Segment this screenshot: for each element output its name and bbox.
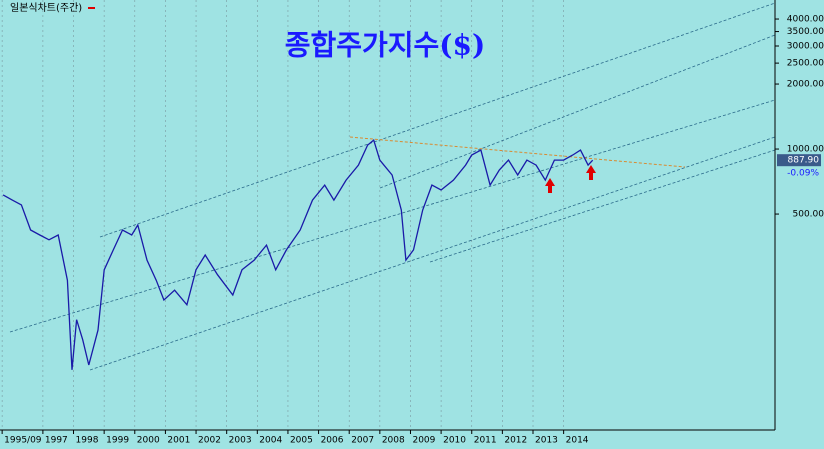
y-tick-label: 4000.00 xyxy=(787,15,824,25)
y-tick-label: 500.00 xyxy=(793,210,824,220)
grid xyxy=(1,0,564,430)
x-tick-label: 2001 xyxy=(167,436,190,446)
last-value: 887.90 -0.09% xyxy=(777,154,821,179)
x-tick-label: 2010 xyxy=(443,436,466,446)
x-tick-label: 2009 xyxy=(412,436,435,446)
x-tick-label: 2005 xyxy=(290,436,313,446)
x-tick-label: 2004 xyxy=(259,436,282,446)
x-tick-label: 1995/09 xyxy=(4,436,42,446)
x-tick-label: 2002 xyxy=(198,436,221,446)
chart-title: 종합주가지수($) xyxy=(285,29,486,62)
y-tick-label: 3500.00 xyxy=(787,27,824,37)
x-tick-label: 2003 xyxy=(229,436,252,446)
y-tick-label: 1000.00 xyxy=(787,145,824,155)
x-tick-label: 1999 xyxy=(106,436,129,446)
channel-lines xyxy=(9,2,776,371)
x-tick-label: 1997 xyxy=(45,436,68,446)
x-tick-label: 2007 xyxy=(351,436,374,446)
y-tick-label: 3000.00 xyxy=(787,42,824,52)
change-label: -0.09% xyxy=(787,169,819,179)
x-tick-label: 2013 xyxy=(535,436,558,446)
resistance-line xyxy=(349,136,686,168)
x-tick-label: 2014 xyxy=(566,436,589,446)
price-line xyxy=(2,138,594,370)
x-tick-label: 2012 xyxy=(504,436,527,446)
y-tick-label: 2500.00 xyxy=(787,59,824,69)
legend-label: 일본식차트(주간) xyxy=(10,2,82,14)
last-value-label: 887.90 xyxy=(788,156,820,166)
x-tick-label: 2008 xyxy=(382,436,405,446)
plot xyxy=(2,138,594,370)
y-tick-label: 2000.00 xyxy=(787,80,824,90)
x-tick-label: 2006 xyxy=(321,436,344,446)
x-tick-label: 2011 xyxy=(474,436,497,446)
last-value-box xyxy=(777,154,821,167)
x-tick-label: 1998 xyxy=(76,436,99,446)
x-tick-label: 2000 xyxy=(137,436,160,446)
arrows xyxy=(545,165,596,193)
